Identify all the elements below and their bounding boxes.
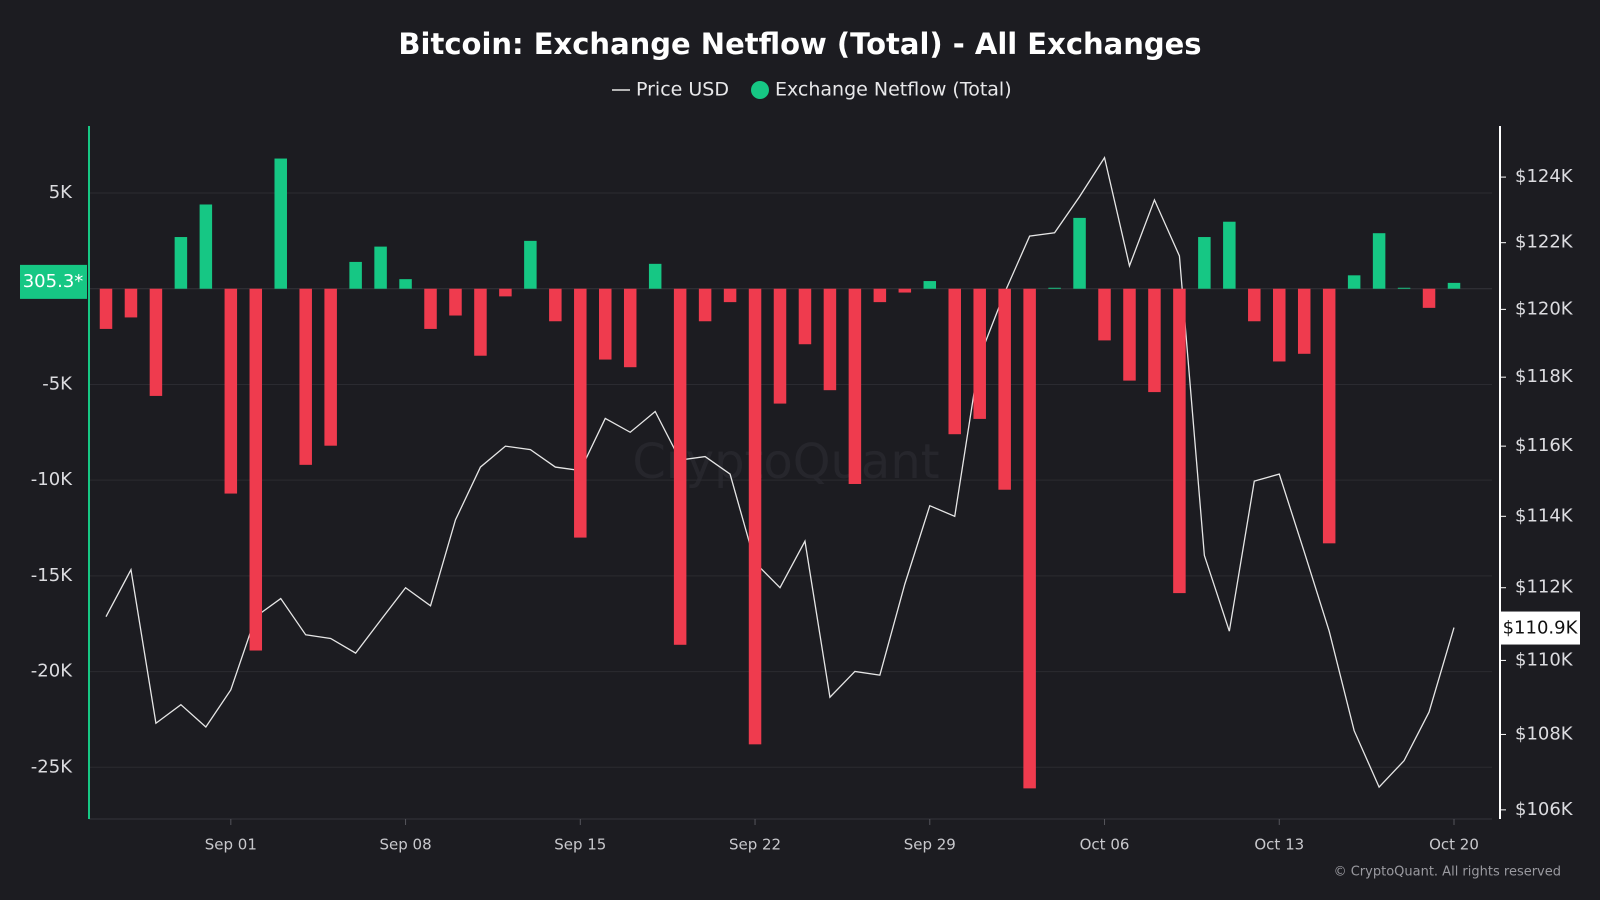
legend-label: Price USD	[636, 79, 729, 101]
y2-tick-label: $108K	[1515, 723, 1574, 744]
chart-title: Bitcoin: Exchange Netflow (Total) - All …	[398, 27, 1201, 61]
bar	[324, 288, 337, 446]
bar	[1148, 288, 1161, 393]
y-tick-label: 5K	[49, 182, 73, 203]
legend-label: Exchange Netflow (Total)	[775, 79, 1012, 101]
bar	[848, 288, 862, 484]
bar	[349, 261, 362, 289]
x-tick-label: Sep 15	[554, 836, 606, 854]
bar	[1447, 282, 1461, 289]
bar	[698, 288, 712, 322]
bar	[1098, 288, 1111, 341]
bar	[873, 288, 887, 303]
x-tick-label: Oct 20	[1429, 836, 1479, 854]
bar	[773, 288, 787, 404]
price-badge	[1500, 611, 1580, 645]
y2-tick-label: $122K	[1515, 232, 1574, 253]
bar	[124, 288, 138, 318]
y2-tick-label: $124K	[1515, 166, 1574, 187]
bar	[499, 288, 512, 297]
bar	[549, 288, 562, 322]
bar	[948, 288, 961, 435]
y2-tick-label: $110K	[1515, 649, 1574, 670]
bar	[673, 288, 687, 645]
bar	[174, 237, 188, 289]
bar	[898, 288, 912, 293]
bar	[998, 288, 1011, 490]
legend-dot	[751, 81, 769, 99]
bar	[1048, 287, 1061, 289]
bar	[1322, 288, 1336, 544]
bar	[798, 288, 812, 345]
y2-tick-label: $112K	[1515, 577, 1574, 598]
x-tick-label: Sep 08	[379, 836, 431, 854]
bar	[723, 288, 737, 303]
x-tick-label: Sep 29	[904, 836, 956, 854]
y-tick-label: -10K	[31, 469, 73, 490]
bar	[1223, 221, 1236, 289]
bar	[823, 288, 837, 391]
price-line	[105, 155, 1455, 789]
bar	[1297, 288, 1311, 354]
bar	[1198, 237, 1211, 289]
x-tick-label: Oct 13	[1254, 836, 1304, 854]
bar	[648, 263, 662, 289]
y-tick-label: -5K	[42, 373, 73, 394]
bar	[99, 288, 113, 329]
bar	[299, 288, 312, 465]
bar	[1347, 275, 1361, 289]
bar	[1422, 288, 1436, 308]
bar	[599, 288, 612, 360]
bar	[424, 288, 437, 329]
price-badge-label: $110.9K	[1503, 618, 1579, 639]
y2-tick-label: $120K	[1515, 298, 1574, 319]
x-tick-label: Oct 06	[1080, 836, 1130, 854]
bar	[1023, 288, 1036, 789]
bar	[374, 246, 387, 289]
y2-tick-label: $114K	[1515, 505, 1574, 526]
bar	[1123, 288, 1136, 381]
bar	[1073, 217, 1086, 289]
x-tick-label: Sep 01	[205, 836, 257, 854]
bar	[748, 288, 762, 745]
netflow-badge-label: 305.3*	[23, 271, 84, 292]
credit: © CryptoQuant. All rights reserved	[1334, 865, 1561, 880]
bar	[224, 288, 238, 494]
y-tick-label: -20K	[31, 661, 73, 682]
netflow-badge	[20, 264, 87, 299]
x-tick-label: Sep 22	[729, 836, 781, 854]
bar	[274, 158, 287, 289]
bar	[249, 288, 263, 651]
bar	[623, 288, 637, 368]
bar	[149, 288, 163, 396]
y2-tick-label: $106K	[1515, 799, 1574, 820]
bar	[199, 204, 213, 289]
bar	[1173, 288, 1186, 594]
y-tick-label: -15K	[31, 565, 73, 586]
y2-tick-label: $116K	[1515, 435, 1574, 456]
bar	[1372, 233, 1386, 289]
bar	[524, 240, 537, 289]
bar	[574, 288, 587, 538]
bar	[1397, 287, 1411, 289]
y2-tick-label: $118K	[1515, 366, 1574, 387]
bar	[1273, 288, 1286, 362]
bar	[449, 288, 462, 316]
bar	[923, 281, 937, 289]
bar	[399, 279, 412, 289]
bar	[973, 288, 986, 419]
bar	[474, 288, 487, 356]
y-tick-label: -25K	[31, 756, 73, 777]
bar	[1248, 288, 1261, 322]
